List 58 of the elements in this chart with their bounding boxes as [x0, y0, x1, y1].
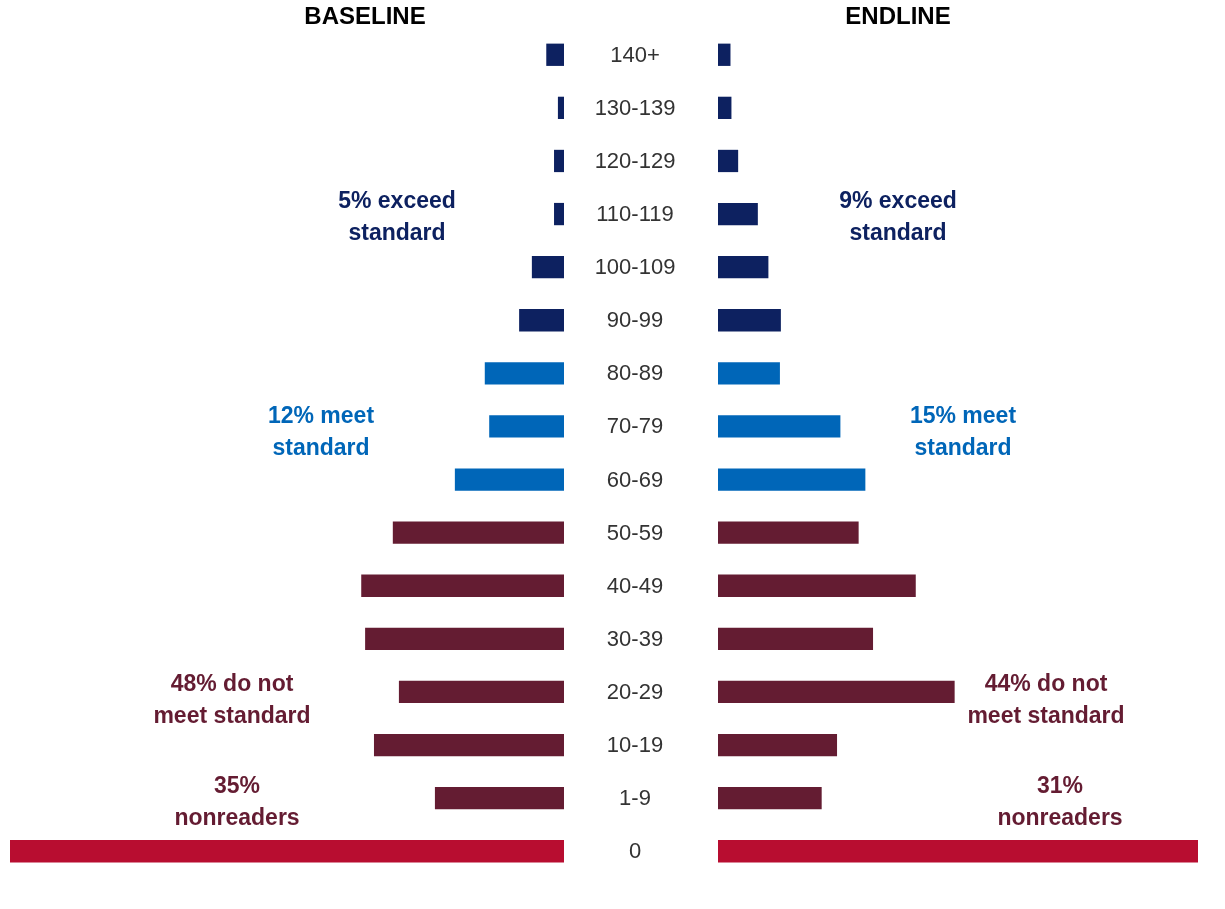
- bar: [554, 202, 564, 226]
- bar: [484, 362, 564, 385]
- bar: [361, 574, 564, 597]
- y-tick-label: 50-59: [606, 519, 664, 545]
- bar: [365, 627, 564, 650]
- bar: [718, 733, 838, 757]
- bar: [519, 309, 564, 332]
- annotation: 31% nonreaders: [997, 772, 1123, 831]
- y-tick-label: 130-139: [594, 94, 676, 120]
- y-tick-label: 40-49: [606, 572, 664, 598]
- chart-title: ENDLINE: [845, 2, 951, 29]
- y-tick-label: 120-129: [594, 147, 676, 173]
- bar: [557, 96, 564, 120]
- y-tick-label: 110-119: [596, 201, 674, 227]
- bar: [718, 680, 955, 704]
- y-tick-label: 90-99: [606, 307, 664, 333]
- annotation: 48% do not meet standard: [153, 670, 311, 728]
- bar: [718, 149, 739, 173]
- bar: [434, 786, 564, 810]
- bar: [718, 574, 916, 597]
- y-tick-label: 30-39: [606, 625, 664, 651]
- bar: [718, 202, 758, 226]
- y-tick-label: 0: [628, 838, 642, 864]
- bar: [718, 521, 859, 544]
- annotation: 5% exceed standard: [338, 187, 456, 245]
- bar: [392, 521, 564, 544]
- y-tick-label: 10-19: [606, 732, 664, 758]
- bar: [554, 149, 564, 173]
- bar: [398, 680, 564, 704]
- y-tick-label: 1-9: [619, 785, 651, 811]
- chart-title: BASELINE: [304, 2, 426, 29]
- bar: [373, 733, 564, 757]
- bar: [718, 415, 841, 438]
- y-tick-label: 60-69: [606, 466, 664, 492]
- bar: [718, 362, 780, 385]
- bar: [489, 415, 564, 438]
- bar: [718, 309, 781, 332]
- annotation: 9% exceed standard: [839, 187, 957, 245]
- annotation: 35% nonreaders: [174, 772, 300, 831]
- annotation: 12% meet standard: [267, 402, 375, 461]
- y-tick-label: 100-109: [594, 254, 676, 280]
- bar: [531, 256, 564, 279]
- bar: [718, 786, 822, 810]
- y-tick-label: 140+: [610, 41, 660, 67]
- y-tick-label: 70-79: [606, 413, 664, 439]
- y-tick-label: 80-89: [606, 360, 664, 386]
- bar: [718, 840, 1198, 863]
- bar: [10, 840, 564, 863]
- bar: [546, 43, 564, 66]
- annotation: 15% meet standard: [909, 402, 1017, 461]
- annotation: 44% do not meet standard: [967, 670, 1125, 728]
- y-tick-label: 20-29: [606, 678, 664, 704]
- bar: [718, 468, 866, 491]
- bar: [454, 468, 564, 491]
- bar: [718, 96, 732, 120]
- bar: [718, 627, 874, 650]
- bar: [718, 43, 731, 66]
- bar: [718, 256, 769, 279]
